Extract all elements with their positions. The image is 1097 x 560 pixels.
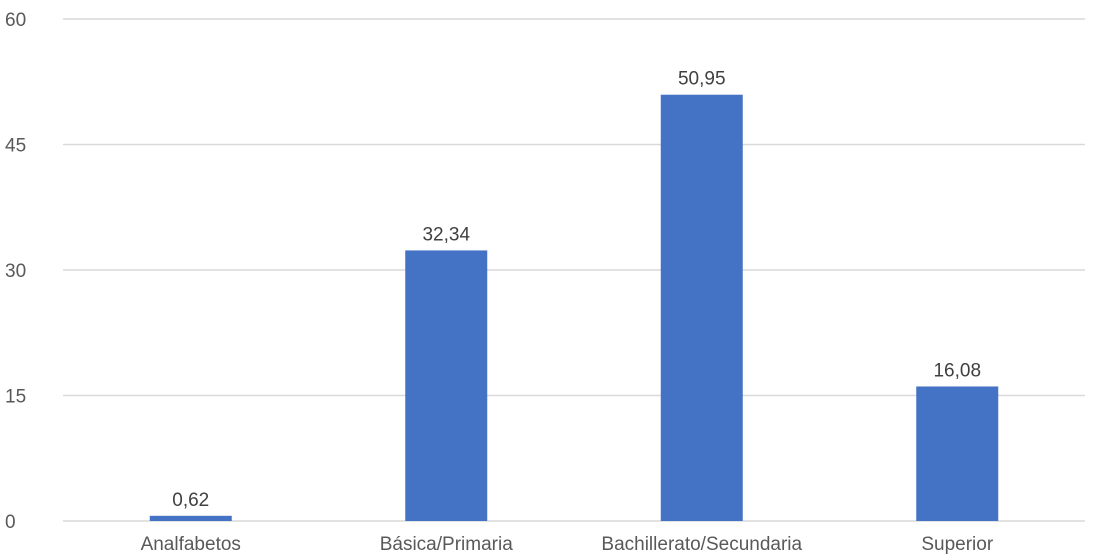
y-tick-label: 15: [5, 387, 26, 408]
bar-3: [916, 386, 999, 521]
data-label: 32,34: [422, 224, 470, 245]
data-labels: 0,62 32,34 50,95 16,08: [172, 69, 981, 511]
data-label: 0,62: [172, 490, 209, 511]
category-label: Superior: [921, 534, 993, 555]
y-tick-label: 0: [5, 512, 16, 533]
y-tick-label: 30: [5, 261, 26, 282]
y-tick-label: 60: [5, 10, 26, 31]
y-axis-ticks: 0 15 30 45 60: [5, 10, 26, 533]
bar-2: [660, 94, 743, 522]
bars: [149, 94, 999, 522]
gridlines: [63, 18, 1085, 522]
bar-1: [405, 250, 488, 521]
category-label: Bachillerato/Secundaria: [601, 534, 802, 555]
category-label: Básica/Primaria: [380, 534, 513, 555]
category-label: Analfabetos: [141, 534, 241, 555]
data-label: 50,95: [678, 69, 726, 90]
x-axis-categories: Analfabetos Básica/Primaria Bachillerato/S…: [141, 534, 994, 555]
y-tick-label: 45: [5, 136, 26, 157]
data-label: 16,08: [933, 360, 981, 381]
bar-0: [149, 515, 232, 521]
